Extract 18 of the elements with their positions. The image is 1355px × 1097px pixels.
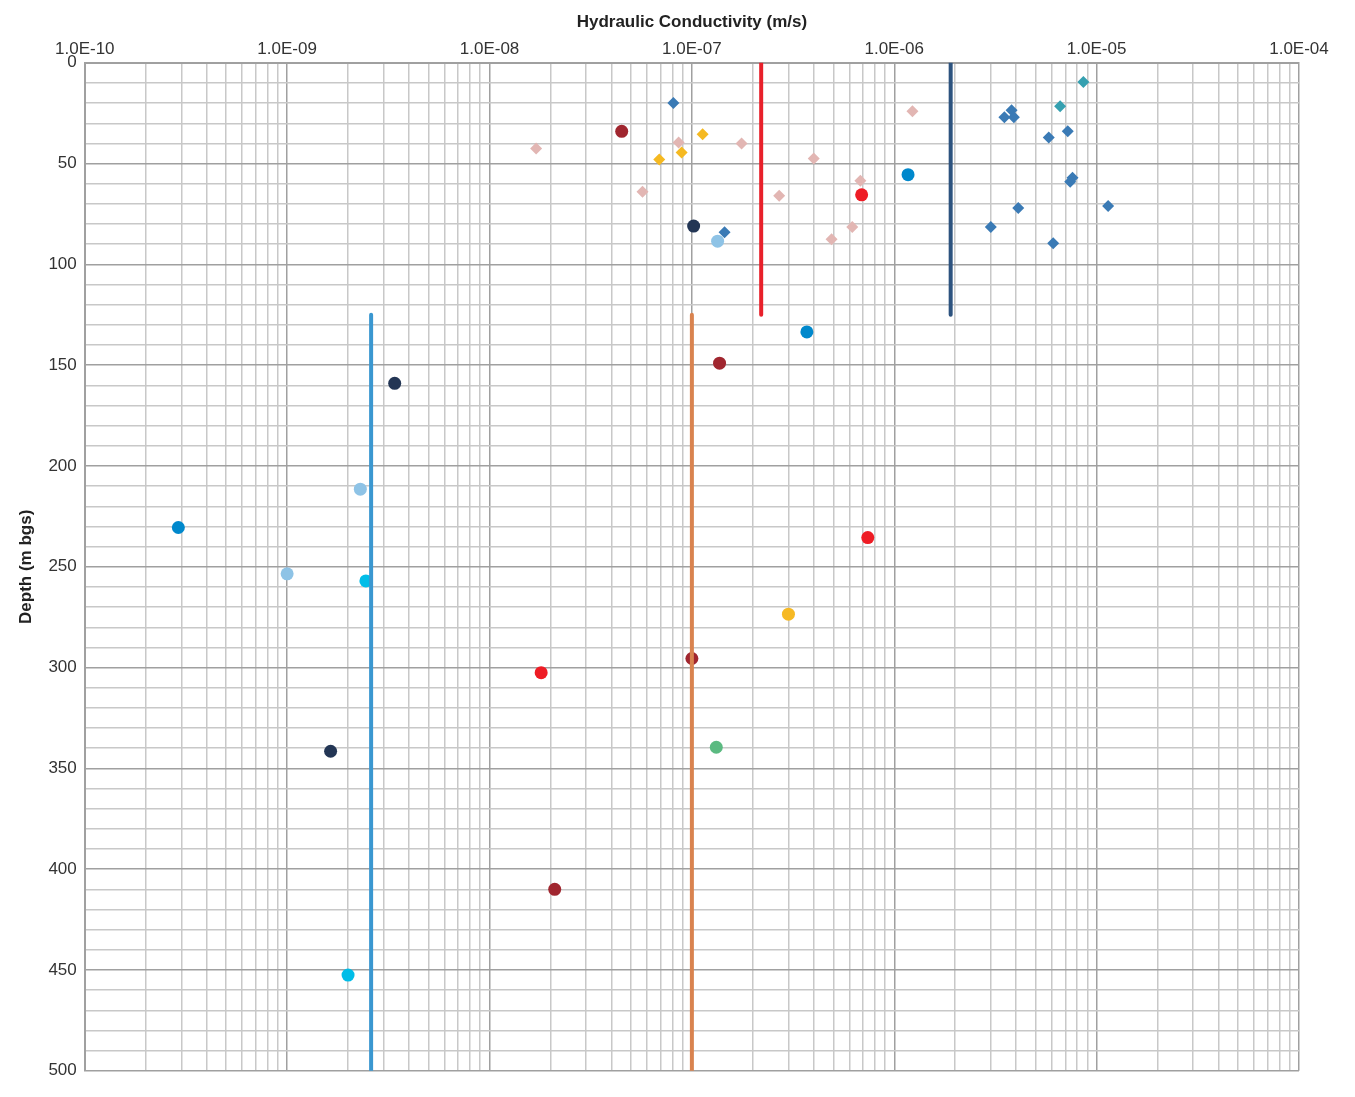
x-tick-label: 1.0E-08 [459, 39, 520, 59]
y-tick-label: 150 [48, 354, 77, 374]
y-tick-label: 250 [48, 556, 77, 576]
y-tick-label: 500 [48, 1060, 77, 1080]
x-tick-label: 1.0E-07 [662, 39, 722, 59]
y-tick-label: 100 [48, 254, 77, 274]
y-tick-label: 200 [48, 455, 77, 475]
x-tick-label: 1.0E-04 [1269, 39, 1329, 59]
y-tick-label: 400 [48, 858, 77, 878]
x-tick-label: 1.0E-06 [864, 39, 925, 59]
x-axis-title: Hydraulic Conductivity (m/s) [576, 11, 808, 31]
x-tick-label: 1.0E-05 [1066, 39, 1127, 59]
y-tick-label: 450 [48, 959, 77, 979]
x-tick-label: 1.0E-09 [257, 39, 317, 59]
y-tick-label: 350 [48, 758, 77, 778]
y-tick-label: 50 [57, 153, 77, 173]
y-axis-title: Depth (m bgs) [15, 509, 35, 624]
y-tick-label: 300 [48, 657, 77, 677]
